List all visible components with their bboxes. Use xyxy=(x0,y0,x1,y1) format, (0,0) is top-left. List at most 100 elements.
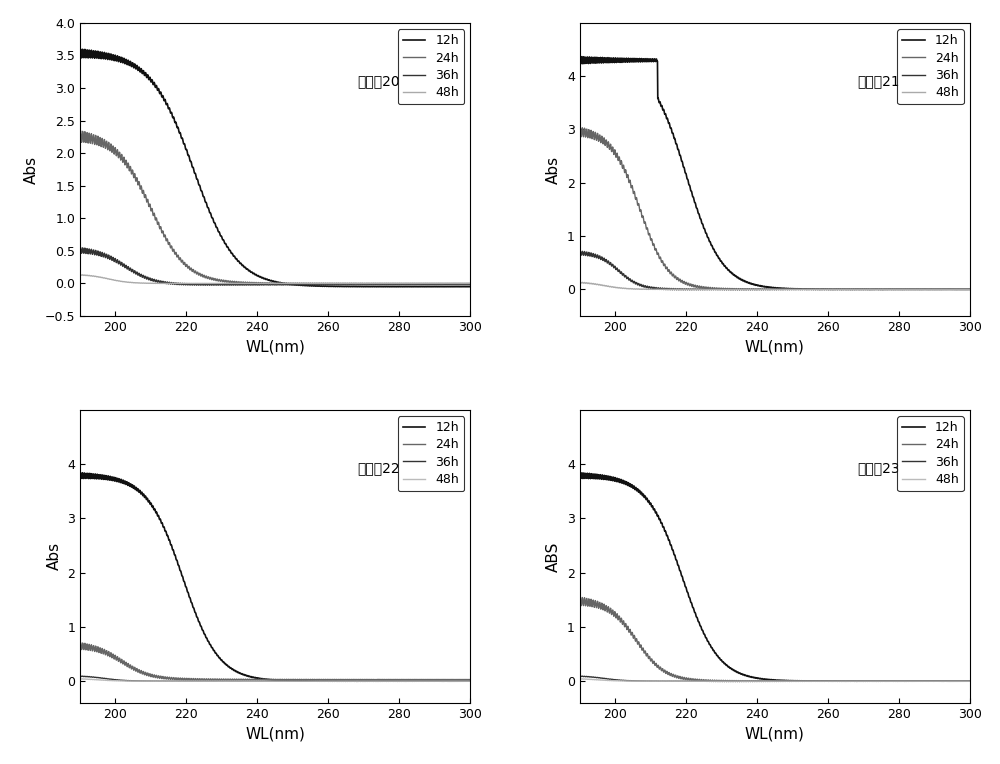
48h xyxy=(74,270,86,280)
48h xyxy=(75,674,87,683)
12h xyxy=(787,676,799,685)
48h xyxy=(574,277,586,286)
24h xyxy=(280,675,292,685)
48h xyxy=(779,677,791,686)
36h xyxy=(744,677,756,686)
24h xyxy=(273,279,285,288)
12h xyxy=(288,280,300,289)
Legend: 12h, 24h, 36h, 48h: 12h, 24h, 36h, 48h xyxy=(897,416,964,491)
24h xyxy=(197,675,209,685)
24h xyxy=(706,285,718,294)
36h xyxy=(964,285,976,294)
36h xyxy=(706,285,718,294)
48h xyxy=(178,279,190,288)
12h xyxy=(206,213,218,222)
24h xyxy=(723,677,735,686)
48h xyxy=(788,285,800,294)
12h xyxy=(140,494,152,503)
12h xyxy=(74,471,86,480)
36h xyxy=(574,672,586,681)
Y-axis label: Abs: Abs xyxy=(47,542,62,571)
48h xyxy=(280,677,292,686)
48h xyxy=(574,675,586,684)
48h xyxy=(206,279,218,288)
Text: 实施例20: 实施例20 xyxy=(357,75,400,89)
36h xyxy=(779,285,791,294)
24h xyxy=(74,131,86,141)
48h xyxy=(280,279,292,288)
48h xyxy=(126,676,138,685)
24h xyxy=(288,279,300,288)
36h xyxy=(74,246,86,255)
36h xyxy=(574,248,586,257)
12h xyxy=(75,44,87,53)
48h xyxy=(664,285,676,294)
12h xyxy=(574,56,586,65)
24h xyxy=(244,277,256,286)
24h xyxy=(626,182,638,191)
12h xyxy=(126,481,138,490)
36h xyxy=(206,677,218,686)
48h xyxy=(626,284,638,293)
24h xyxy=(574,123,586,132)
12h xyxy=(839,677,851,686)
Line: 48h: 48h xyxy=(580,282,970,290)
24h xyxy=(280,279,292,288)
Text: 实施例21: 实施例21 xyxy=(857,75,900,89)
36h xyxy=(464,677,476,686)
12h xyxy=(626,55,638,64)
36h xyxy=(677,285,689,294)
24h xyxy=(640,221,652,230)
48h xyxy=(626,676,638,685)
Line: 12h: 12h xyxy=(580,57,970,290)
12h xyxy=(244,672,256,681)
12h xyxy=(787,284,799,293)
48h xyxy=(206,677,218,686)
Line: 36h: 36h xyxy=(80,676,470,681)
48h xyxy=(75,270,87,280)
12h xyxy=(279,280,291,289)
36h xyxy=(664,677,676,686)
48h xyxy=(288,279,300,288)
48h xyxy=(779,285,791,294)
24h xyxy=(574,597,586,606)
36h xyxy=(288,280,300,290)
12h xyxy=(743,672,755,681)
12h xyxy=(76,468,88,478)
48h xyxy=(288,677,300,686)
24h xyxy=(126,167,138,176)
12h xyxy=(244,266,256,275)
12h xyxy=(964,677,976,686)
12h xyxy=(706,241,718,250)
48h xyxy=(74,675,86,684)
Line: 36h: 36h xyxy=(580,676,970,681)
12h xyxy=(464,282,476,291)
36h xyxy=(640,676,652,685)
36h xyxy=(126,266,138,275)
12h xyxy=(74,49,86,58)
Y-axis label: Abs: Abs xyxy=(546,155,561,183)
36h xyxy=(75,243,87,252)
36h xyxy=(165,677,177,686)
Line: 12h: 12h xyxy=(80,473,470,681)
Y-axis label: Abs: Abs xyxy=(24,155,39,183)
Legend: 12h, 24h, 36h, 48h: 12h, 24h, 36h, 48h xyxy=(398,416,464,491)
12h xyxy=(964,285,976,294)
36h xyxy=(244,677,256,686)
36h xyxy=(626,676,638,685)
12h xyxy=(206,643,218,652)
24h xyxy=(964,285,976,294)
24h xyxy=(964,677,976,686)
48h xyxy=(140,677,152,686)
Line: 48h: 48h xyxy=(80,275,470,283)
12h xyxy=(574,471,586,480)
12h xyxy=(288,676,300,685)
24h xyxy=(140,669,152,678)
24h xyxy=(75,638,87,647)
24h xyxy=(288,675,300,685)
36h xyxy=(640,282,652,291)
36h xyxy=(788,677,800,686)
36h xyxy=(574,672,586,681)
24h xyxy=(640,649,652,658)
24h xyxy=(706,677,718,686)
